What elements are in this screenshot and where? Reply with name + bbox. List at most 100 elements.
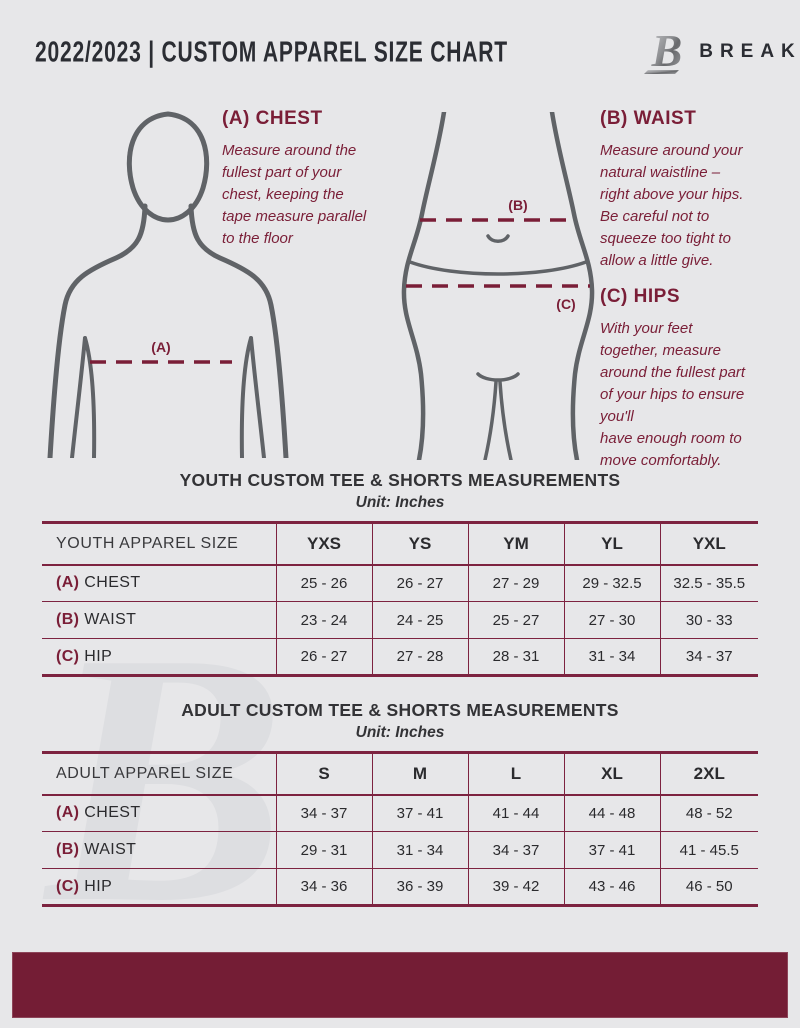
- value-cell: 32.5 - 35.5: [659, 564, 758, 602]
- hip-marker-label: (C): [556, 296, 575, 312]
- value-cell: 26 - 27: [371, 564, 468, 602]
- brand-logo: B BREAKAWAY: [641, 25, 800, 79]
- value-cell: 27 - 30: [563, 601, 660, 639]
- adult-section-title: ADULT CUSTOM TEE & SHORTS MEASUREMENTS: [181, 700, 619, 720]
- youth-size-table: YOUTH APPAREL SIZE YXS YS YM YL YXL (A) …: [42, 521, 758, 677]
- row-label-cell: (B) WAIST: [42, 601, 276, 639]
- hips-instruction: (C) HIPS With your feet together, measur…: [600, 286, 796, 472]
- adult-section: ADULT CUSTOM TEE & SHORTS MEASUREMENTS U…: [42, 700, 758, 907]
- value-cell: 41 - 44: [467, 794, 564, 832]
- figure-left-shoulder-arm: [47, 203, 148, 458]
- logo-letter: B: [651, 25, 683, 76]
- row-name: WAIST: [84, 611, 137, 628]
- figure-right-shoulder-arm: [188, 203, 289, 458]
- value-cell: 36 - 39: [371, 868, 468, 906]
- table-row: (C) HIP 26 - 27 27 - 28 28 - 31 31 - 34 …: [42, 638, 758, 676]
- figure-waistband: [408, 260, 588, 276]
- value-cell: 27 - 29: [467, 564, 564, 602]
- figure-left-side: [401, 112, 447, 460]
- figure-right-inner-thigh: [498, 380, 513, 460]
- row-label-cell: (B) WAIST: [42, 831, 276, 869]
- row-label-cell: (A) CHEST: [42, 564, 276, 602]
- adult-size-table: ADULT APPAREL SIZE S M L XL 2XL (A) CHES…: [42, 751, 758, 907]
- youth-section: YOUTH CUSTOM TEE & SHORTS MEASUREMENTS U…: [42, 470, 758, 677]
- row-name: CHEST: [84, 574, 141, 592]
- waist-instruction-heading: (B) WAIST: [600, 108, 697, 129]
- waist-instruction-body: Measure around your natural waistline – …: [600, 142, 744, 269]
- adult-unit-label: Unit: Inches: [355, 724, 445, 741]
- figure-right-armpit: [239, 336, 266, 458]
- value-cell: 39 - 42: [467, 868, 564, 906]
- value-cell: 23 - 24: [275, 601, 372, 639]
- value-cell: 34 - 37: [659, 638, 758, 676]
- size-header-cell: 2XL: [659, 752, 758, 796]
- value-cell: 31 - 34: [371, 831, 468, 869]
- figure-right-side: [549, 112, 595, 460]
- row-prefix: (B): [56, 841, 80, 858]
- value-cell: 48 - 52: [659, 794, 758, 832]
- hips-instruction-body: With your feet together, measure around …: [600, 320, 746, 469]
- value-cell: 41 - 45.5: [659, 831, 758, 869]
- figure-navel: [486, 234, 510, 243]
- youth-unit-label: Unit: Inches: [355, 494, 445, 511]
- youth-header-row: YOUTH APPAREL SIZE YXS YS YM YL YXL: [42, 522, 758, 566]
- value-cell: 34 - 36: [275, 868, 372, 906]
- size-header-cell: M: [371, 752, 468, 796]
- value-cell: 25 - 27: [467, 601, 564, 639]
- chest-marker-label: (A): [151, 339, 170, 355]
- value-cell: 30 - 33: [659, 601, 758, 639]
- value-cell: 24 - 25: [371, 601, 468, 639]
- page-title: 2022/2023 | CUSTOM APPAREL SIZE CHART: [35, 35, 508, 68]
- table-row: (A) CHEST 34 - 37 37 - 41 41 - 44 44 - 4…: [42, 794, 758, 832]
- chest-figure: (A): [47, 111, 289, 458]
- brand-name: BREAKAWAY: [699, 41, 800, 62]
- chest-instruction-heading: (A) CHEST: [222, 108, 323, 129]
- figure-head: [126, 111, 210, 223]
- value-cell: 43 - 46: [563, 868, 660, 906]
- table-row: (C) HIP 34 - 36 36 - 39 39 - 42 43 - 46 …: [42, 868, 758, 906]
- size-header-cell: YL: [563, 522, 660, 566]
- row-prefix: (C): [56, 647, 80, 665]
- footer-accent-bar: [12, 952, 788, 1018]
- value-cell: 34 - 37: [275, 794, 372, 832]
- size-header-cell: S: [275, 752, 372, 796]
- table-row: (A) CHEST 25 - 26 26 - 27 27 - 29 29 - 3…: [42, 564, 758, 602]
- value-cell: 27 - 28: [371, 638, 468, 676]
- figure-left-armpit: [70, 336, 97, 458]
- chest-instruction: (A) CHEST Measure around the fullest par…: [222, 108, 412, 250]
- row-prefix: (A): [56, 804, 80, 822]
- row-label-cell: (C) HIP: [42, 869, 276, 906]
- adult-size-column-header: ADULT APPAREL SIZE: [42, 752, 276, 796]
- breakaway-logo-icon: B: [644, 25, 683, 76]
- value-cell: 46 - 50: [659, 868, 758, 906]
- hips-instruction-heading: (C) HIPS: [600, 286, 680, 307]
- table-row: (B) WAIST 29 - 31 31 - 34 34 - 37 37 - 4…: [42, 831, 758, 869]
- row-label-cell: (C) HIP: [42, 639, 276, 676]
- size-header-cell: YS: [371, 522, 468, 566]
- row-prefix: (C): [56, 877, 80, 895]
- page-header: 2022/2023 | CUSTOM APPAREL SIZE CHART B …: [35, 25, 800, 78]
- adult-header-row: ADULT APPAREL SIZE S M L XL 2XL: [42, 752, 758, 796]
- value-cell: 26 - 27: [275, 638, 372, 676]
- waist-hips-figure: (B) (C): [401, 112, 595, 460]
- value-cell: 31 - 34: [563, 638, 660, 676]
- row-prefix: (A): [56, 574, 80, 592]
- row-name: HIP: [84, 647, 113, 665]
- row-prefix: (B): [56, 611, 80, 628]
- value-cell: 34 - 37: [467, 831, 564, 869]
- row-label-cell: (A) CHEST: [42, 794, 276, 832]
- value-cell: 29 - 31: [275, 831, 372, 869]
- value-cell: 37 - 41: [563, 831, 660, 869]
- row-name: CHEST: [84, 804, 141, 822]
- size-header-cell: YXL: [659, 522, 758, 566]
- value-cell: 44 - 48: [563, 794, 660, 832]
- youth-section-title: YOUTH CUSTOM TEE & SHORTS MEASUREMENTS: [179, 470, 621, 490]
- row-name: HIP: [84, 877, 113, 895]
- value-cell: 29 - 32.5: [563, 564, 660, 602]
- figure-left-inner-thigh: [483, 380, 498, 460]
- row-name: WAIST: [84, 841, 137, 858]
- size-header-cell: YXS: [275, 522, 372, 566]
- figure-crotch: [476, 372, 520, 382]
- size-header-cell: L: [467, 752, 564, 796]
